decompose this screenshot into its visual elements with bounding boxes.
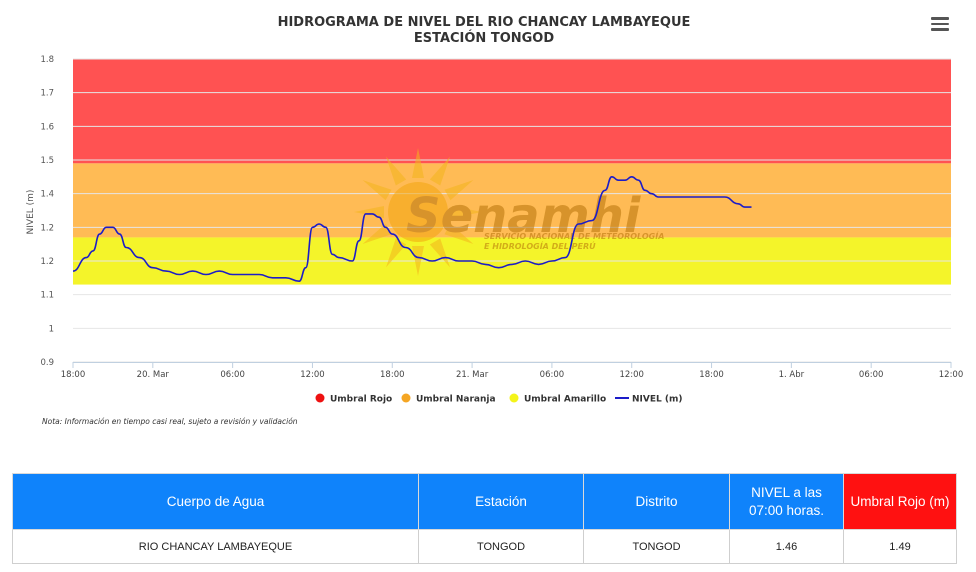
nivel-series (72, 175, 752, 283)
x-tick-label: 06:00 (220, 370, 245, 380)
chart-title: HIDROGRAMA DE NIVEL DEL RIO CHANCAY LAMB… (278, 15, 691, 30)
menu-bar (931, 17, 949, 20)
y-tick-label: 1.8 (40, 55, 54, 65)
x-axis: 18:00 20. Mar 06:00 12:00 18:00 21. Mar 06:00 1… (61, 362, 964, 380)
legend-label-nivel-m: NIVEL (m) (632, 395, 682, 405)
x-tick-label: 18:00 (380, 370, 405, 380)
band-umbral-rojo (73, 59, 951, 164)
cell-cuerpo-de-agua: RIO CHANCAY LAMBAYEQUE (12, 529, 419, 564)
chart-note: Nota: Información en tiempo casi real, s… (42, 417, 298, 426)
station-table: Cuerpo de Agua Estación Distrito NIVEL a… (12, 473, 957, 564)
threshold-bands (73, 59, 951, 285)
watermark-line1: SERVICIO NACIONAL DE METEOROLOGÍA (484, 230, 664, 241)
header-cuerpo-de-agua: Cuerpo de Agua (12, 473, 419, 530)
sun-logo-icon (354, 148, 482, 276)
header-distrito: Distrito (583, 473, 730, 530)
x-tick-label: 06:00 (859, 370, 884, 380)
x-tick-label: 1. Abr (779, 370, 805, 380)
legend-label-umbral-naranja: Umbral Naranja (416, 395, 496, 405)
cell-nivel: 1.46 (729, 529, 844, 564)
legend-label-umbral-amarillo: Umbral Amarillo (524, 395, 606, 405)
grid-lines (73, 58, 951, 363)
menu-bar (931, 22, 949, 25)
legend-marker-umbral-naranja (401, 393, 411, 403)
cell-distrito: TONGOD (583, 529, 730, 564)
band-umbral-naranja (73, 163, 951, 238)
cell-estacion: TONGOD (418, 529, 584, 564)
hydrograph-chart: HIDROGRAMA DE NIVEL DEL RIO CHANCAY LAMB… (26, 14, 964, 426)
y-tick-label: 1.1 (40, 291, 54, 301)
menu-bar (931, 28, 949, 31)
senamhi-watermark: Senamhi SERVICIO NACIONAL DE METEOROLOGÍ… (354, 148, 664, 276)
legend-marker-umbral-rojo (315, 393, 325, 403)
x-tick-label: 20. Mar (137, 370, 170, 380)
header-estacion: Estación (418, 473, 584, 530)
y-axis: 0.9 1 1.1 1.2 1.2 1.4 1.5 1.6 1.7 1.8 (40, 55, 54, 368)
x-tick-label: 12:00 (300, 370, 325, 380)
x-tick-label: 21. Mar (456, 370, 489, 380)
y-tick-label: 0.9 (40, 358, 54, 368)
chart-legend: Umbral Rojo Umbral Naranja Umbral Amarillo… (315, 393, 682, 405)
legend-label-umbral-rojo: Umbral Rojo (330, 395, 392, 405)
watermark-line2: E HIDROLOGÍA DEL PERÚ (484, 240, 596, 251)
x-tick-label: 18:00 (61, 370, 86, 380)
y-axis-label: NIVEL (m) (26, 190, 36, 235)
y-tick-label: 1 (49, 324, 54, 334)
x-tick-label: 12:00 (619, 370, 644, 380)
cell-umbral-rojo: 1.49 (843, 529, 957, 564)
header-umbral-rojo: Umbral Rojo (m) (843, 473, 957, 530)
y-tick-label: 1.6 (40, 122, 54, 132)
chart-subtitle: ESTACIÓN TONGOD (414, 30, 555, 46)
y-tick-label: 1.5 (40, 156, 54, 166)
y-tick-label: 1.4 (40, 190, 54, 200)
y-tick-label: 1.2 (40, 257, 54, 267)
legend-marker-umbral-amarillo (509, 393, 519, 403)
series-line (72, 175, 752, 283)
watermark-brand: Senamhi (406, 188, 641, 244)
table-header-row: Cuerpo de Agua Estación Distrito NIVEL a… (12, 473, 957, 530)
chart-svg: HIDROGRAMA DE NIVEL DEL RIO CHANCAY LAMB… (26, 15, 964, 426)
hamburger-icon[interactable] (928, 14, 952, 36)
x-tick-label: 12:00 (939, 370, 964, 380)
x-tick-label: 06:00 (540, 370, 565, 380)
y-tick-label: 1.2 (40, 223, 54, 233)
header-nivel: NIVEL a las 07:00 horas. (729, 473, 844, 530)
y-tick-label: 1.7 (40, 89, 54, 99)
x-tick-label: 18:00 (699, 370, 724, 380)
table-row: RIO CHANCAY LAMBAYEQUE TONGOD TONGOD 1.4… (12, 529, 957, 564)
